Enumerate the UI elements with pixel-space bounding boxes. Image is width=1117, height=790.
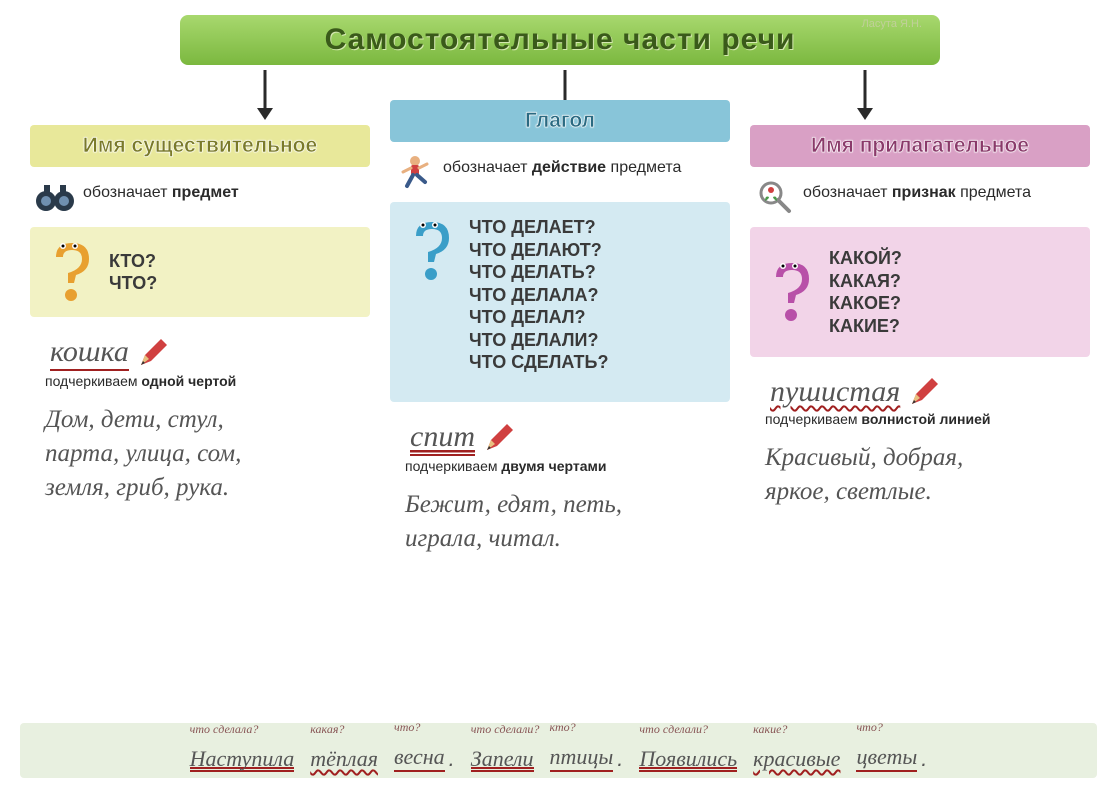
adjective-qmark-icon: [764, 257, 819, 327]
verb-example-word: спит: [410, 420, 475, 456]
noun-examples: Дом, дети, стул, парта, улица, сом, земл…: [45, 403, 370, 504]
noun-questions-box: КТО? ЧТО?: [30, 227, 370, 317]
footer-word: Появилисьчто сделали?: [639, 746, 737, 772]
footer-word: красивыекакие?: [753, 746, 840, 772]
noun-qmark-icon: [44, 237, 99, 307]
pencil-icon: [137, 337, 169, 369]
footer-annotation: что сделала?: [190, 722, 259, 737]
footer-sentence: Наступилачто сделала? тёплаякакая? весначт…: [20, 723, 1097, 778]
verb-column: Глагол обозначает действие предмета ЧТО …: [390, 100, 730, 556]
footer-word: Запеличто сделали?: [471, 746, 534, 772]
noun-example-word-row: кошка: [50, 335, 370, 371]
noun-title: Имя существительное: [30, 125, 370, 167]
noun-column: Имя существительное обозначает предмет К…: [30, 125, 370, 504]
footer-period: .: [921, 746, 927, 772]
footer-word: весначто?: [394, 744, 445, 772]
adjective-examples: Красивый, добрая, яркое, светлые.: [765, 441, 1090, 509]
verb-example-word-row: спит: [410, 420, 730, 456]
pencil-icon: [908, 376, 940, 408]
arrow-to-noun: [250, 68, 280, 123]
adjective-questions-box: КАКОЙ? КАКАЯ? КАКОЕ? КАКИЕ?: [750, 227, 1090, 357]
verb-examples: Бежит, едят, петь, играла, читал.: [405, 488, 730, 556]
pencil-icon: [483, 422, 515, 454]
magnifier-plant-icon: [755, 179, 795, 215]
adjective-example-word-row: пушистая: [770, 375, 1090, 409]
footer-annotation: какая?: [310, 722, 344, 737]
footer-annotation: что сделали?: [471, 722, 540, 737]
footer-word: птицыкто?: [550, 744, 614, 772]
adjective-questions: КАКОЙ? КАКАЯ? КАКОЕ? КАКИЕ?: [829, 247, 902, 337]
author-credit: Ласута Я.Н.: [862, 18, 922, 30]
running-boy-icon: [395, 154, 435, 190]
verb-qmark-icon: [404, 216, 459, 286]
footer-word: Наступилачто сделала?: [190, 746, 295, 772]
adjective-title: Имя прилагательное: [750, 125, 1090, 167]
verb-meaning: обозначает действие предмета: [390, 154, 730, 190]
noun-meaning-text: обозначает предмет: [83, 179, 239, 202]
verb-questions: ЧТО ДЕЛАЕТ? ЧТО ДЕЛАЮТ? ЧТО ДЕЛАТЬ? ЧТО …: [469, 216, 608, 374]
footer-annotation: какие?: [753, 722, 787, 737]
arrow-to-adjective: [850, 68, 880, 123]
verb-underline-note: подчеркиваем двумя чертами: [405, 458, 730, 474]
adjective-example-word: пушистая: [770, 375, 900, 409]
noun-example-word: кошка: [50, 335, 129, 371]
adjective-meaning: обозначает признак предмета: [750, 179, 1090, 215]
adjective-column: Имя прилагательное обозначает признак пр…: [750, 125, 1090, 509]
noun-questions: КТО? ЧТО?: [109, 250, 157, 295]
main-title-text: Самостоятельные части речи: [325, 23, 796, 57]
binoculars-icon: [35, 179, 75, 215]
adjective-meaning-text: обозначает признак предмета: [803, 179, 1031, 202]
footer-word: тёплаякакая?: [310, 746, 378, 772]
footer-period: .: [617, 746, 623, 772]
footer-annotation: что?: [856, 720, 882, 735]
footer-word: цветычто?: [856, 744, 917, 772]
footer-annotation: что сделали?: [639, 722, 708, 737]
footer-annotation: что?: [394, 720, 420, 735]
adjective-underline-note: подчеркиваем волнистой линией: [765, 411, 1090, 427]
footer-annotation: кто?: [550, 720, 576, 735]
noun-underline-note: подчеркиваем одной чертой: [45, 373, 370, 389]
verb-meaning-text: обозначает действие предмета: [443, 154, 681, 177]
verb-questions-box: ЧТО ДЕЛАЕТ? ЧТО ДЕЛАЮТ? ЧТО ДЕЛАТЬ? ЧТО …: [390, 202, 730, 402]
verb-title: Глагол: [390, 100, 730, 142]
main-title: Самостоятельные части речи: [180, 15, 940, 65]
noun-meaning: обозначает предмет: [30, 179, 370, 215]
footer-period: .: [449, 746, 455, 772]
